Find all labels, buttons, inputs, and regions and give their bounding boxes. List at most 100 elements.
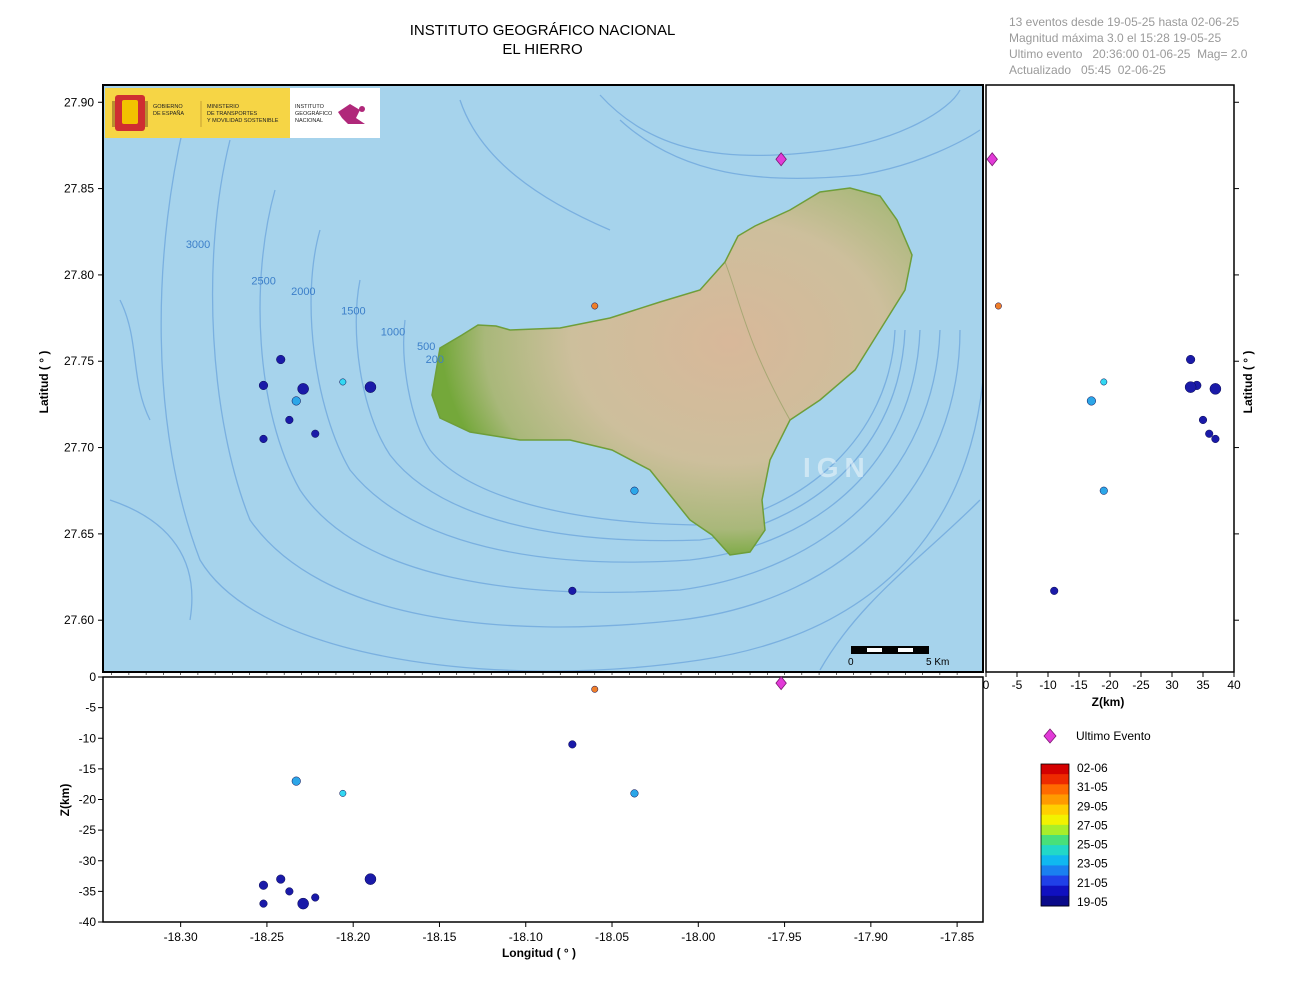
zr-tick-label: 30	[1165, 678, 1179, 692]
spain-coat-of-arms-icon	[112, 95, 148, 131]
event-marker	[591, 302, 599, 310]
colorbar-band	[1041, 845, 1069, 856]
colorbar-band	[1041, 885, 1069, 897]
zr-tick-label: 0	[983, 678, 990, 692]
island-cliff-ridge	[724, 261, 791, 421]
date-colorbar-labels: 02-06 31-05 29-05 27-05 25-05 23-05 21-05 19-05	[1077, 761, 1108, 909]
event-marker	[297, 897, 309, 910]
contour-label: 1500	[341, 306, 365, 318]
info-max-magnitude: Magnitud máxima 3.0 el 15:28 19-05-25	[1009, 31, 1222, 45]
event-marker	[291, 396, 301, 406]
colorbar-band	[1041, 875, 1069, 887]
event-marker	[364, 381, 377, 393]
event-marker	[259, 899, 268, 908]
ign-label-2: GEOGRÁFICO	[295, 110, 333, 117]
info-last-event: Ultimo evento 20:36:00 01-06-25 Mag= 2.0	[1009, 47, 1248, 61]
ign-label-3: NACIONAL	[295, 118, 323, 124]
event-marker	[311, 429, 320, 438]
last-event-diamond-icon	[1043, 728, 1057, 744]
colorbar-date-label: 27-05	[1077, 818, 1108, 832]
gov-label-2: DE ESPAÑA	[153, 110, 184, 117]
colorbar-date-label: 29-05	[1077, 799, 1108, 813]
event-marker	[291, 776, 301, 786]
colorbar-frame	[1040, 763, 1070, 907]
x-tick-label: -18.00	[681, 930, 715, 944]
event-marker	[1211, 434, 1220, 443]
colorbar-date-label: 31-05	[1077, 780, 1108, 794]
bottom-panel-frame	[102, 676, 984, 923]
x-tick-label: -18.25	[250, 930, 284, 944]
colorbar-band	[1041, 784, 1069, 795]
z-axis-title-bottom: Z(km)	[58, 784, 72, 817]
last-event-marker	[986, 152, 998, 167]
scale-bar: 0 5 Km	[848, 646, 949, 668]
page-title: INSTITUTO GEOGRÁFICO NACIONAL	[409, 22, 676, 39]
event-marker	[1209, 383, 1222, 395]
colorbar-date-label: 19-05	[1077, 895, 1108, 909]
event-marker	[1099, 486, 1108, 495]
z-tick-label: -20	[79, 793, 97, 807]
colorbar-band	[1041, 794, 1069, 806]
colorbar-band	[1041, 835, 1069, 846]
z-tick-label: -25	[79, 823, 97, 837]
longitude-depth-panel	[102, 675, 984, 923]
event-marker	[276, 874, 286, 884]
z-tick-label: -30	[79, 854, 97, 868]
x-tick-label: -17.85	[940, 930, 974, 944]
x-tick-label: -18.30	[164, 930, 198, 944]
contour-label: 200	[426, 354, 444, 366]
z-tick-label: -35	[79, 884, 97, 898]
colorbar-date-label: 23-05	[1077, 857, 1108, 871]
bathymetry-contours	[109, 89, 983, 672]
z-tick-label: -40	[79, 915, 97, 929]
ign-logo-background	[290, 88, 380, 138]
zr-tick-label: 40	[1227, 678, 1241, 692]
y-tick-label: 27.60	[64, 613, 94, 627]
date-colorbar	[1040, 763, 1070, 907]
page-subtitle: EL HIERRO	[502, 41, 583, 58]
contour-label: 1000	[381, 326, 405, 338]
contour-label: 500	[417, 341, 435, 353]
ministry-label-3: Y MOVILIDAD SOSTENIBLE	[207, 118, 279, 124]
contour-label: 2000	[291, 286, 315, 298]
ministry-label-2: DE TRANSPORTES	[207, 111, 258, 117]
event-marker	[1184, 381, 1197, 393]
event-marker	[1086, 396, 1096, 406]
colorbar-band	[1041, 895, 1069, 907]
map-event-markers	[258, 152, 787, 595]
ign-label-1: INSTITUTO	[295, 104, 325, 110]
event-marker	[1198, 415, 1208, 424]
z-axis-title-right: Z(km)	[1092, 695, 1125, 709]
contour-label: 3000	[186, 239, 210, 251]
x-tick-label: -17.90	[854, 930, 888, 944]
logo-banner: GOBIERNO DE ESPAÑA MINISTERIO DE TRANSPO…	[105, 88, 380, 138]
info-event-count: 13 eventos desde 19-05-25 hasta 02-06-25	[1009, 15, 1240, 29]
cnig-logo-icon	[338, 104, 365, 124]
event-marker	[1100, 378, 1108, 386]
colorbar-band	[1041, 855, 1069, 866]
event-marker	[591, 685, 599, 693]
event-marker	[276, 354, 286, 365]
event-marker	[259, 434, 268, 443]
z-tick-label: 0	[89, 670, 96, 684]
latitude-depth-panel	[985, 84, 1235, 673]
ministry-label-1: MINISTERIO	[207, 104, 240, 110]
event-marker	[258, 380, 269, 390]
colorbar-band	[1041, 764, 1069, 775]
info-updated: Actualizado 05:45 02-06-25	[1009, 63, 1166, 77]
right-event-markers	[986, 152, 1222, 595]
last-event-marker	[775, 675, 787, 691]
colorbar-band	[1041, 824, 1069, 836]
event-marker	[630, 486, 639, 495]
z-tick-label: -15	[79, 762, 97, 776]
event-marker	[568, 586, 577, 595]
event-marker	[1050, 586, 1059, 595]
contour-label: 2500	[251, 275, 275, 287]
gov-label-1: GOBIERNO	[153, 104, 183, 110]
y-tick-label: 27.65	[64, 527, 94, 541]
event-marker	[339, 378, 347, 386]
last-event-label: Ultimo Evento	[1076, 729, 1151, 743]
x-tick-label: -17.95	[768, 930, 802, 944]
legend: Ultimo Evento 02-06 31-05 29-05 27-05 25-05 2…	[1040, 728, 1151, 909]
